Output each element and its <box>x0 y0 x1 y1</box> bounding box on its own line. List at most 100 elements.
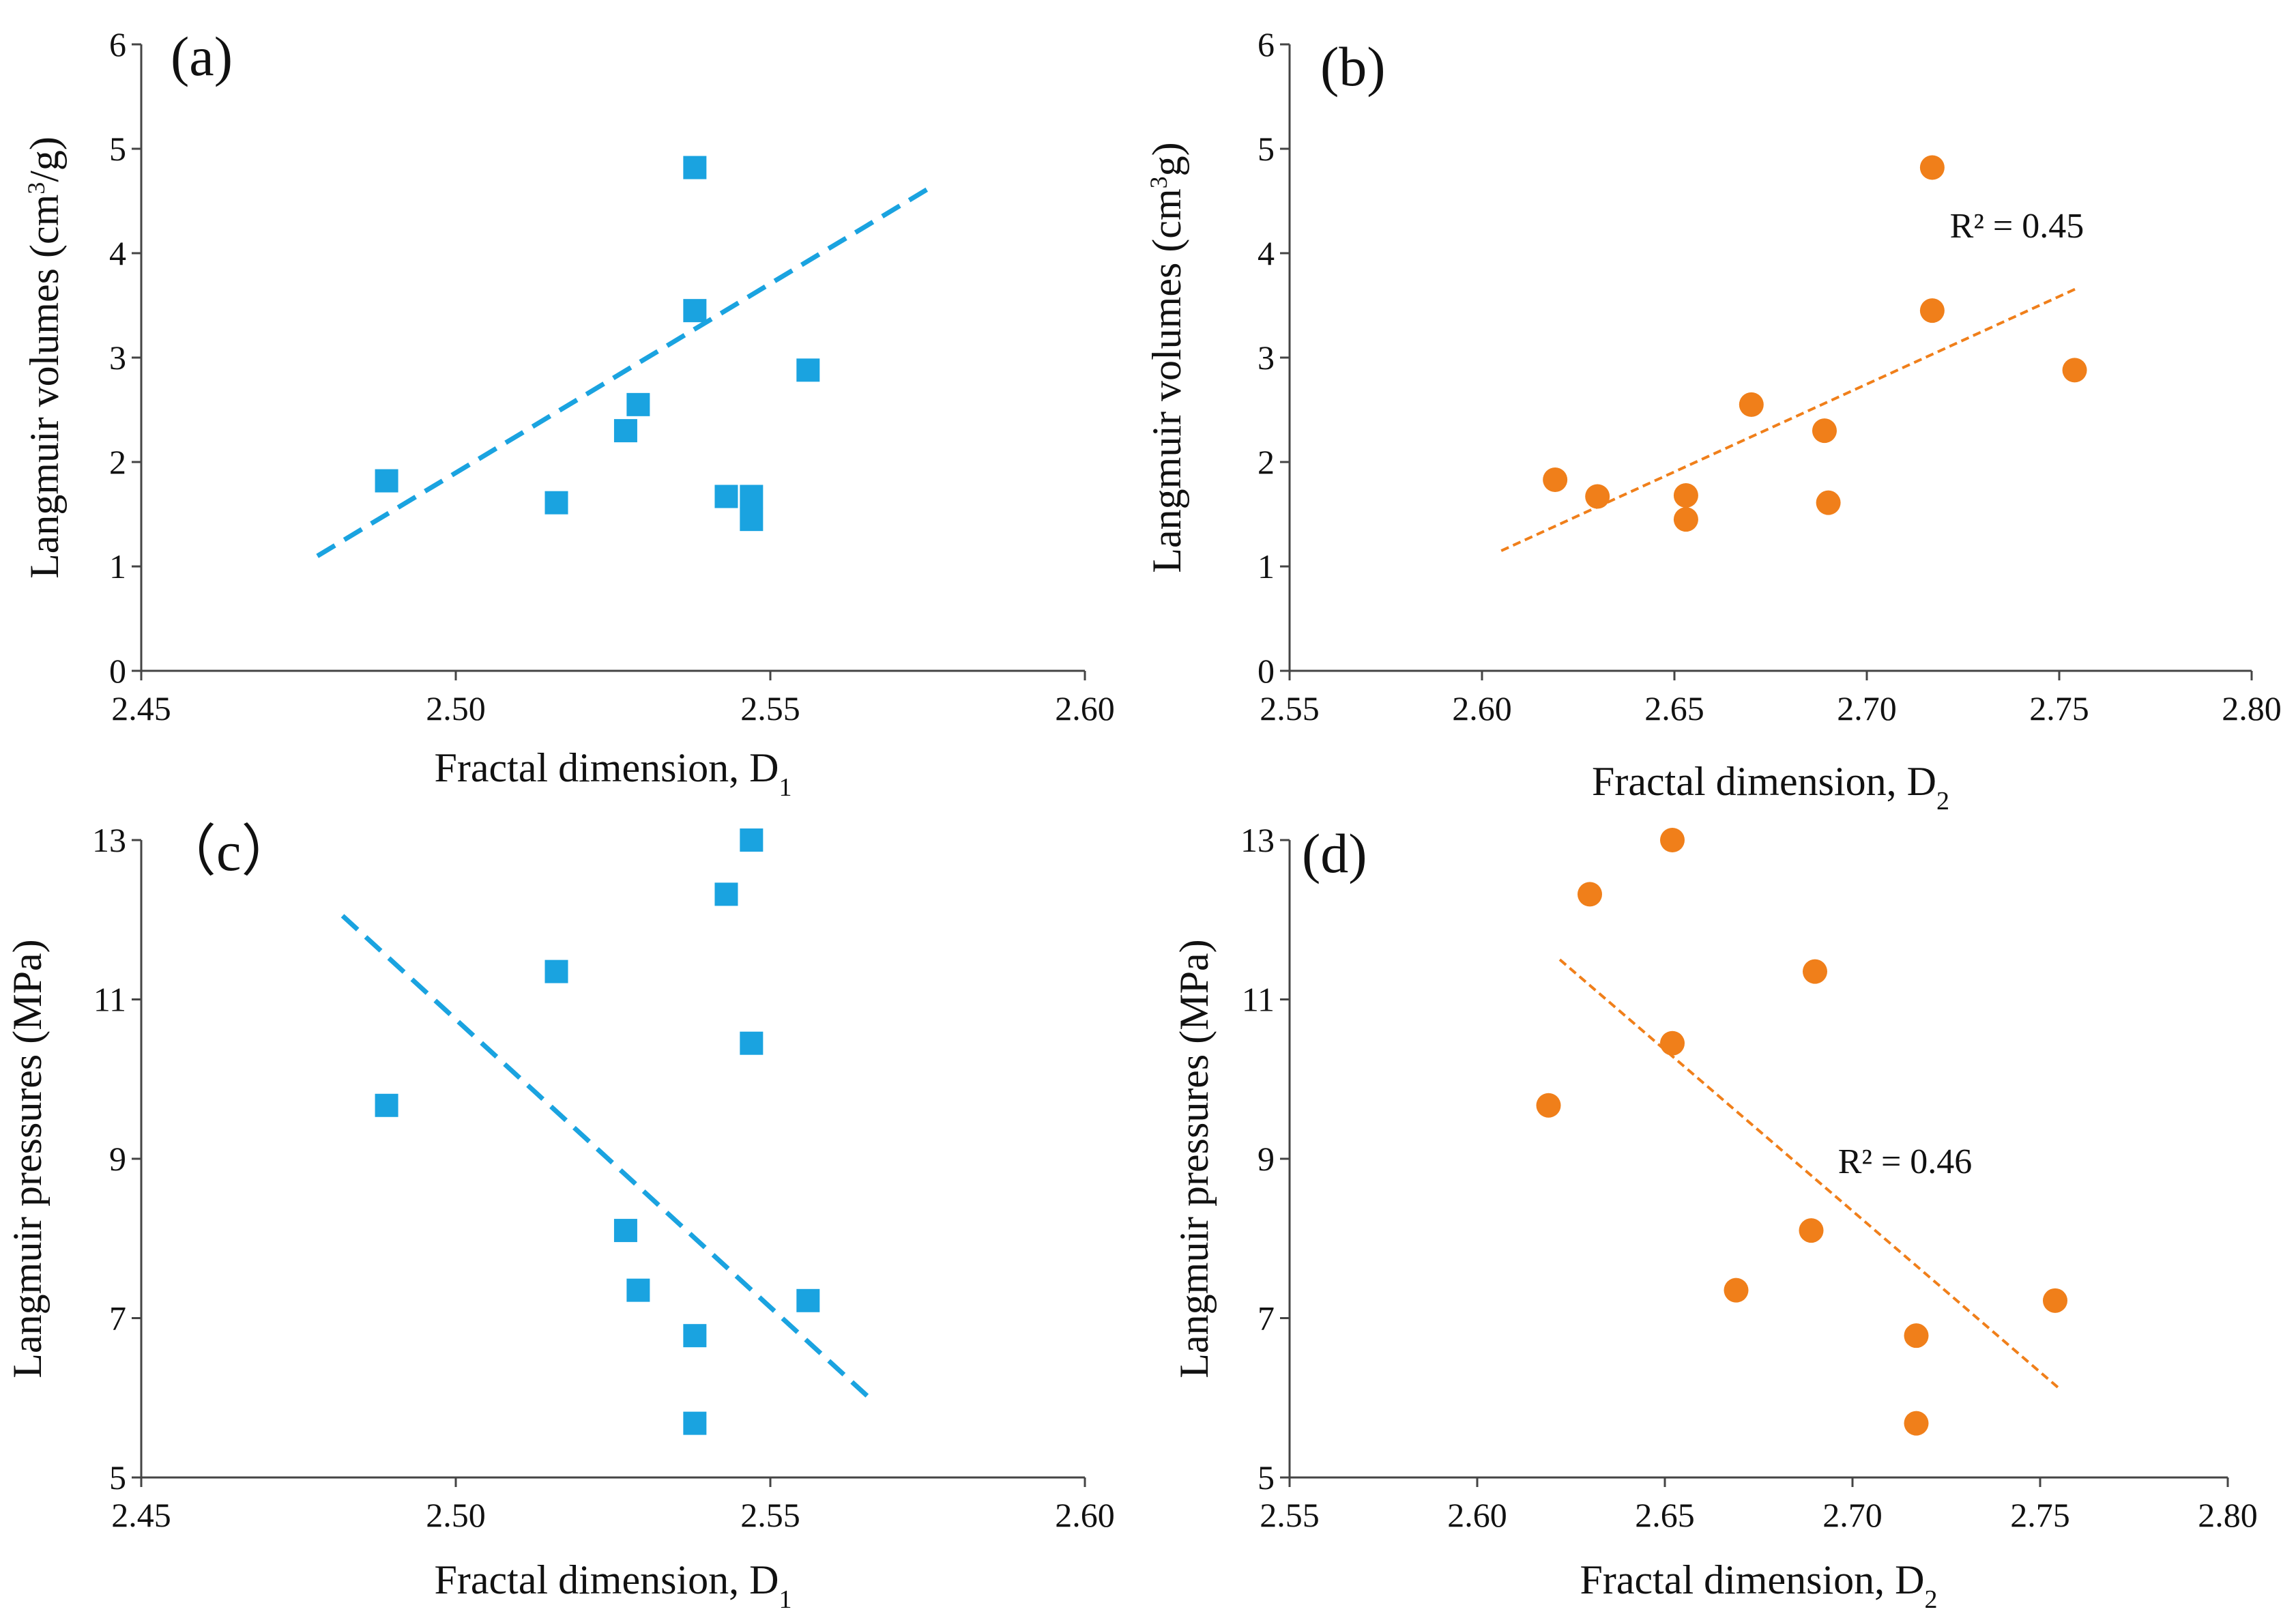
y-tick-label: 4 <box>1258 234 1275 272</box>
data-point <box>1904 1323 1929 1348</box>
x-tick-label: 2.55 <box>740 689 800 727</box>
data-point <box>544 491 568 515</box>
y-tick-label: 9 <box>1258 1140 1275 1178</box>
y-tick-label: 3 <box>109 338 126 377</box>
data-point <box>1543 467 1568 493</box>
data-point <box>1812 418 1837 444</box>
data-point <box>1919 155 1945 180</box>
x-tick-label: 2.60 <box>1447 1496 1507 1534</box>
data-point <box>796 358 820 382</box>
data-point <box>796 1288 820 1312</box>
x-tick-label: 2.80 <box>2222 689 2282 727</box>
data-point <box>1673 482 1698 508</box>
data-point <box>1799 1218 1824 1243</box>
x-tick-label: 2.45 <box>111 689 171 727</box>
data-point <box>2062 358 2087 383</box>
x-axis-label-subscript: 2 <box>1924 1585 1937 1613</box>
data-point <box>1578 882 1602 907</box>
x-axis-label: Fractal dimension, D1 <box>435 1557 792 1613</box>
data-point <box>1816 490 1841 515</box>
data-point <box>1904 1411 1929 1436</box>
panel-d: 2.55 2.60 2.65 2.70 2.75 2.80 5 7 9 11 13 Fractal d… <box>1172 821 2258 1614</box>
y-axis-label-superscript: 3 <box>23 182 50 194</box>
data-point <box>683 1411 707 1435</box>
y-tick-label: 6 <box>1258 25 1275 63</box>
x-axis-label-subscript: 1 <box>779 1585 791 1613</box>
x-tick-label: 2.60 <box>1055 1496 1115 1534</box>
panel-label: (b) <box>1320 35 1386 98</box>
y-tick-label: 2 <box>1258 443 1275 481</box>
x-tick-label: 2.65 <box>1644 689 1704 727</box>
y-axis-label: Langmuir volumes (cm3/g) <box>22 136 67 579</box>
data-point <box>714 485 738 508</box>
x-tick-label: 2.60 <box>1055 689 1115 727</box>
y-tick-label: 1 <box>109 547 126 586</box>
x-tick-label: 2.75 <box>2029 689 2089 727</box>
panel-label: （c） <box>160 820 297 882</box>
y-tick-label: 7 <box>1258 1299 1275 1338</box>
data-point <box>1536 1093 1561 1118</box>
data-point <box>2043 1288 2067 1313</box>
data-point <box>1739 392 1764 417</box>
panel-label: (d) <box>1302 822 1367 884</box>
data-point <box>613 1219 637 1243</box>
x-tick-label: 2.65 <box>1635 1496 1695 1534</box>
r-squared-label: R² = 0.46 <box>1838 1142 1973 1181</box>
data-point <box>1585 484 1610 509</box>
x-tick-label: 2.75 <box>2010 1496 2070 1534</box>
x-tick-label: 2.50 <box>426 689 486 727</box>
x-tick-label: 2.80 <box>2198 1496 2258 1534</box>
x-axis-label: Fractal dimension, D2 <box>1580 1557 1938 1613</box>
y-tick-label: 5 <box>109 1458 126 1497</box>
data-point <box>740 828 764 852</box>
x-tick-label: 2.55 <box>740 1496 800 1534</box>
data-point <box>714 882 738 906</box>
data-point <box>683 299 707 323</box>
y-axis-label: Langmuir volumes (cm3g) <box>1144 142 1189 573</box>
y-tick-label: 9 <box>109 1140 126 1178</box>
x-axis-label-subscript: 2 <box>1936 787 1949 816</box>
panel-c: 2.45 2.50 2.55 2.60 5 7 9 11 13 Fractal dimension… <box>5 820 1115 1614</box>
data-point <box>1803 959 1827 984</box>
y-tick-label: 0 <box>1258 652 1275 690</box>
data-point <box>740 485 764 508</box>
panel-b: 2.55 2.60 2.65 2.70 2.75 2.80 0 1 2 3 4 5 6 Fractal d… <box>1144 25 2282 816</box>
panel-a: 2.45 2.50 2.55 2.60 0 1 2 3 4 5 6 Fractal dimension… <box>22 25 1115 802</box>
x-tick-label: 2.60 <box>1452 689 1512 727</box>
data-point <box>544 960 568 983</box>
data-point <box>683 1324 707 1348</box>
data-point <box>740 1031 764 1055</box>
data-point <box>1660 828 1685 852</box>
y-tick-label: 13 <box>92 821 126 859</box>
data-point <box>1724 1278 1749 1303</box>
data-point <box>375 1093 398 1117</box>
panel-label: (a) <box>171 25 233 87</box>
y-tick-label: 6 <box>109 25 126 63</box>
x-tick-label: 2.55 <box>1260 1496 1320 1534</box>
x-tick-label: 2.70 <box>1822 1496 1883 1534</box>
y-axis-label: Langmuir pressures (MPa) <box>5 939 50 1378</box>
x-axis-label: Fractal dimension, D1 <box>435 745 792 802</box>
x-tick-label: 2.55 <box>1260 689 1320 727</box>
x-tick-label: 2.50 <box>426 1496 486 1534</box>
y-tick-label: 3 <box>1258 338 1275 377</box>
y-tick-label: 5 <box>1258 130 1275 168</box>
data-point <box>626 392 650 416</box>
trendline <box>1500 286 2080 552</box>
y-tick-label: 11 <box>1242 981 1275 1019</box>
trendline <box>340 914 873 1402</box>
x-tick-label: 2.45 <box>111 1496 171 1534</box>
y-tick-label: 5 <box>109 130 126 168</box>
data-point <box>1919 298 1945 323</box>
data-point <box>740 508 764 532</box>
y-tick-label: 5 <box>1258 1458 1275 1497</box>
data-point <box>613 419 637 443</box>
r-squared-label: R² = 0.45 <box>1950 207 2084 246</box>
y-axis-label: Langmuir pressures (MPa) <box>1172 939 1217 1378</box>
y-tick-label: 0 <box>109 652 126 690</box>
y-tick-label: 1 <box>1258 547 1275 586</box>
y-tick-label: 11 <box>93 981 126 1019</box>
trendline <box>316 183 935 558</box>
y-tick-label: 7 <box>109 1299 126 1338</box>
